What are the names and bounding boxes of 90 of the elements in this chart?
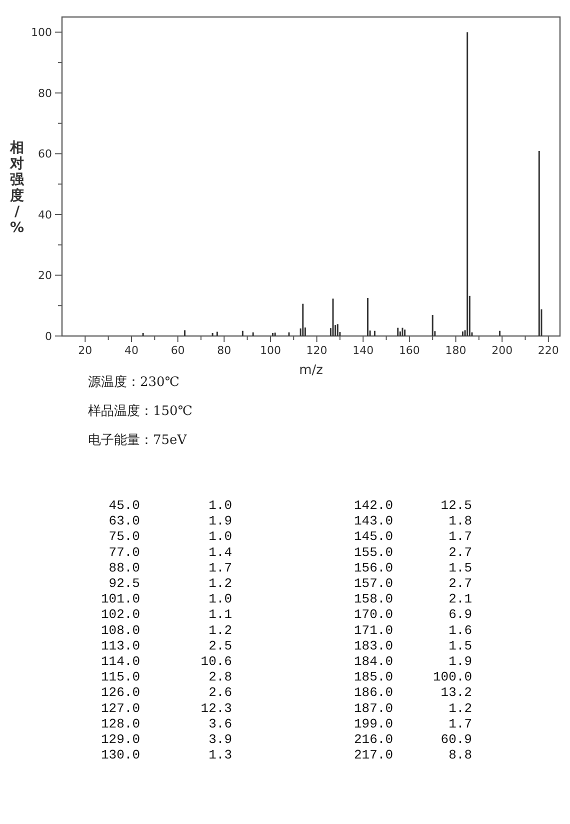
data-label: 1.2 <box>208 622 232 638</box>
category-label: 187.0 <box>354 700 393 716</box>
data-label: 1.7 <box>448 716 472 732</box>
x-tick-label: 160 <box>398 344 420 357</box>
category-label: 127.0 <box>100 700 140 716</box>
category-label: 108.0 <box>100 622 140 638</box>
y-tick-label: 0 <box>45 330 52 343</box>
data-label: 1.7 <box>448 529 472 544</box>
category-label: 142.0 <box>354 498 393 513</box>
category-label: 128.0 <box>100 716 140 732</box>
data-label: 100.0 <box>432 670 472 685</box>
category-label: 170.0 <box>354 607 393 622</box>
y-tick-label: 80 <box>38 86 52 100</box>
data-label: 2.5 <box>208 638 232 654</box>
data-label: 3.9 <box>208 732 232 747</box>
category-label: 113.0 <box>100 638 140 654</box>
data-label: 12.3 <box>200 700 232 716</box>
data-label: 1.4 <box>208 544 232 560</box>
text: 电子能量：75eV <box>88 433 188 448</box>
data-label: 3.6 <box>208 716 232 732</box>
data-label: 6.9 <box>448 607 472 622</box>
category-label: 63.0 <box>108 514 140 529</box>
category-label: 75.0 <box>108 529 140 544</box>
data-label: 2.6 <box>208 685 232 700</box>
data-label: 12.5 <box>440 498 472 513</box>
data-label: 2.1 <box>448 592 472 607</box>
data-label: 1.9 <box>448 654 472 669</box>
text: 源温度：230℃ <box>88 374 180 390</box>
x-tick-label: 20 <box>78 344 92 357</box>
data-label: 2.7 <box>448 576 472 591</box>
data-label: 1.7 <box>208 560 232 576</box>
data-label: 1.0 <box>208 529 232 544</box>
data-label: 1.2 <box>448 700 472 716</box>
category-label: 145.0 <box>354 529 393 544</box>
data-label: 10.6 <box>200 654 232 669</box>
data-label: 1.3 <box>208 748 232 763</box>
x-tick-label: 200 <box>492 344 513 357</box>
y-tick-label: 100 <box>31 26 52 40</box>
category-label: 129.0 <box>100 732 140 747</box>
category-label: 114.0 <box>100 654 140 669</box>
y-tick-label: 40 <box>38 208 52 222</box>
category-label: 143.0 <box>354 514 393 529</box>
category-label: 199.0 <box>354 716 393 732</box>
data-label: 1.2 <box>208 576 232 591</box>
category-label: 101.0 <box>100 592 140 607</box>
y-tick-label: 60 <box>38 148 52 161</box>
category-label: 102.0 <box>100 607 140 622</box>
category-label: 186.0 <box>354 685 393 700</box>
data-label: 1.5 <box>448 560 472 576</box>
data-label: 1.9 <box>208 514 232 529</box>
category-label: 217.0 <box>354 748 393 763</box>
x-tick-label: 220 <box>538 344 559 357</box>
x-tick-label: 120 <box>306 344 328 357</box>
data-label: 8.8 <box>448 748 472 763</box>
category-label: 183.0 <box>354 638 393 654</box>
x-tick-label: 60 <box>170 344 185 357</box>
x-tick-label: 100 <box>260 344 281 357</box>
data-label: 1.6 <box>448 622 472 638</box>
category-label: 88.0 <box>108 560 140 576</box>
category-label: 92.5 <box>108 576 140 591</box>
category-label: 171.0 <box>354 622 393 638</box>
category-label: 115.0 <box>100 670 140 685</box>
x-tick-label: 80 <box>217 344 232 357</box>
y-axis-title: 相对强度/% <box>9 140 25 236</box>
category-label: 130.0 <box>100 748 140 763</box>
category-label: 126.0 <box>100 685 140 700</box>
data-label: 1.5 <box>448 638 472 654</box>
data-label: 1.0 <box>208 498 232 513</box>
category-label: 185.0 <box>354 670 393 685</box>
category-label: 184.0 <box>354 654 393 669</box>
x-axis-title: m/z <box>299 363 324 378</box>
x-tick-label: 40 <box>124 344 138 357</box>
category-label: 45.0 <box>108 498 140 513</box>
data-label: 1.1 <box>208 607 232 622</box>
category-label: 157.0 <box>354 576 393 591</box>
x-tick-label: 180 <box>445 344 466 357</box>
data-label: 1.0 <box>208 592 232 607</box>
text: 样品温度：150℃ <box>88 403 192 419</box>
category-label: 216.0 <box>354 732 393 747</box>
data-label: 2.7 <box>448 544 472 560</box>
x-tick-label: 140 <box>352 344 374 357</box>
data-label: 1.8 <box>448 514 472 529</box>
category-label: 155.0 <box>354 544 393 560</box>
data-label: 60.9 <box>440 732 472 747</box>
category-label: 158.0 <box>354 592 393 607</box>
data-label: 13.2 <box>440 685 472 700</box>
category-label: 156.0 <box>354 560 393 576</box>
data-label: 2.8 <box>208 670 232 685</box>
y-tick-label: 20 <box>38 269 52 282</box>
category-label: 77.0 <box>108 544 140 560</box>
